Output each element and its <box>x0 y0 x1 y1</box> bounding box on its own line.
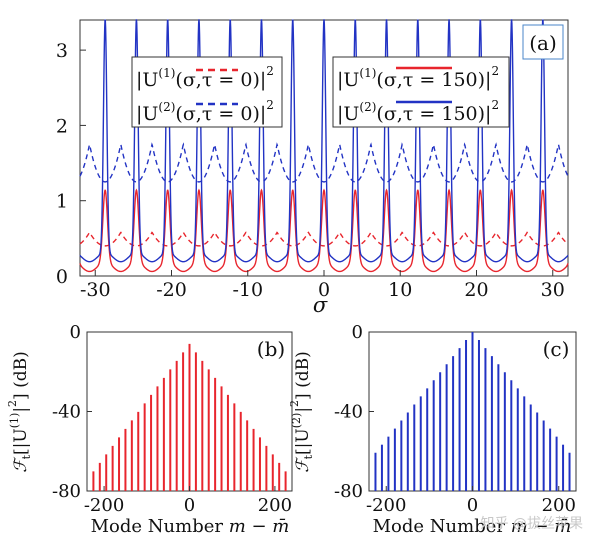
legend-left-box <box>131 56 283 128</box>
xtick-label: 200 <box>258 495 292 516</box>
legend-item-2: |U(2)(σ,τ = 0)|2 <box>136 98 274 125</box>
panel-a-xtick-label: 0 <box>318 279 330 301</box>
xtick-label: 0 <box>184 495 195 516</box>
panel-a: -30 -20 -10 0 10 20 30 0 1 2 3 |U(1)(σ,τ = 0)|2 |U… <box>56 19 569 317</box>
panel-a-xtick-label: -20 <box>156 279 187 301</box>
panel-b-ticks: -200 0 200 0 -40 -80 <box>52 322 292 516</box>
panel-a-ytick-label: 3 <box>56 40 68 62</box>
panel-b-label: (b) <box>257 337 285 361</box>
panel-b: -200 0 200 0 -40 -80 (b) Mode Number m − m̄ ℱ… <box>6 322 293 537</box>
svg-text:|U(2)(σ,τ = 0)|2: |U(2)(σ,τ = 0)|2 <box>136 98 274 125</box>
series-line-3 <box>79 188 569 273</box>
legend-left: |U(1)(σ,τ = 0)|2 |U(2)(σ,τ = 0)|2 <box>131 56 283 128</box>
svg-text:|U(1)(σ,τ = 0)|2: |U(1)(σ,τ = 0)|2 <box>136 64 274 91</box>
xtick-label: -200 <box>366 495 406 516</box>
series-line-2 <box>79 142 569 183</box>
panel-a-label-box <box>522 24 564 60</box>
panel-a-xtick-label: 30 <box>541 279 565 301</box>
ytick-label: -80 <box>334 481 363 502</box>
panel-a-xtick-label: 20 <box>464 279 488 301</box>
xtick-label: 200 <box>542 495 576 516</box>
panel-a-xtick-label: -30 <box>80 279 111 301</box>
legend-item-4: |U(2)(σ,τ = 150)|2 <box>337 98 499 125</box>
panel-a-ytick-label: 1 <box>56 191 68 213</box>
legend-item-1: |U(1)(σ,τ = 0)|2 <box>136 64 274 91</box>
panel-a-xtick-label: 10 <box>388 279 412 301</box>
xtick-label: -200 <box>84 495 124 516</box>
panel-c-xlabel: Mode Number m − m̄ <box>373 516 572 537</box>
series-line-1 <box>79 231 569 247</box>
panel-a-ticks: -30 -20 -10 0 10 20 30 0 1 2 3 <box>56 40 565 301</box>
panel-a-curves <box>79 19 569 273</box>
legend-item-3: |U(1)(σ,τ = 150)|2 <box>337 64 499 91</box>
watermark-text: 知乎 @拔丝苹果 <box>480 516 583 532</box>
panel-b-ylabel: ℱt[|U(1)|2] (dB) <box>6 351 33 473</box>
panel-a-xlabel: σ <box>313 293 328 317</box>
series-line-4 <box>79 19 569 263</box>
panel-b-bars <box>92 343 287 491</box>
ytick-label: -80 <box>52 481 81 502</box>
ytick-label: 0 <box>70 322 81 343</box>
xtick-label: 0 <box>467 495 478 516</box>
panel-c: -200 0 200 0 -40 -80 (c) Mode Number m − m̄ ℱ… <box>288 322 577 537</box>
legend-right: |U(1)(σ,τ = 150)|2 |U(2)(σ,τ = 150)|2 <box>332 56 510 128</box>
panel-a-xtick-label: -10 <box>232 279 263 301</box>
panel-a-ytick-label: 0 <box>56 266 68 288</box>
panel-c-label: (c) <box>543 337 570 361</box>
panel-c-ylabel: ℱt[|U(2)|2] (dB) <box>288 351 315 473</box>
svg-text:|U(1)(σ,τ = 150)|2: |U(1)(σ,τ = 150)|2 <box>337 64 499 91</box>
ytick-label: -40 <box>52 402 81 423</box>
panel-a-ytick-label: 2 <box>56 115 68 137</box>
panel-b-xlabel: Mode Number m − m̄ <box>91 516 290 537</box>
panel-a-label: (a) <box>529 31 557 55</box>
ytick-label: -40 <box>334 402 363 423</box>
svg-text:|U(2)(σ,τ = 150)|2: |U(2)(σ,τ = 150)|2 <box>337 98 499 125</box>
ytick-label: 0 <box>352 322 363 343</box>
panel-c-bars <box>374 332 571 491</box>
panel-c-ticks: -200 0 200 0 -40 -80 <box>334 322 576 516</box>
